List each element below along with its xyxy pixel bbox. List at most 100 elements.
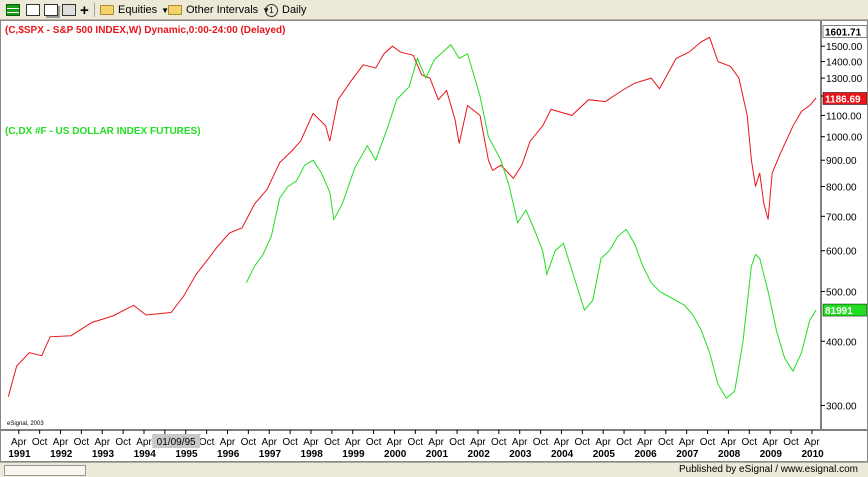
cursor-date-label: 01/09/95 (157, 437, 196, 448)
x-month-label: Apr (512, 437, 528, 448)
scroll-tab[interactable] (4, 465, 86, 476)
intervals-label: Other Intervals (186, 4, 259, 16)
x-month-label: Oct (658, 437, 674, 448)
published-label: Published by eSignal / www.esignal.com (679, 464, 858, 475)
x-month-label: Apr (11, 437, 27, 448)
price-badge-text: 1601.71 (825, 28, 862, 39)
x-year-label: 2000 (384, 449, 407, 460)
x-year-label: 2007 (676, 449, 699, 460)
x-year-label: 1999 (342, 449, 365, 460)
y-tick-label: 1300.00 (826, 74, 863, 85)
series-line-0 (7, 36, 817, 397)
x-month-label: Oct (366, 437, 382, 448)
x-month-label: Oct (449, 437, 465, 448)
label-layer: (C,$SPX - S&P 500 INDEX,W) Dynamic,0:00-… (5, 25, 868, 448)
x-month-label: Oct (324, 437, 340, 448)
axis-layer: 300.00 400.00 500.00 600.00 700.00 800.00 900.… (1, 21, 867, 460)
y-tick-label: 1500.00 (826, 42, 863, 53)
x-month-label: Apr (470, 437, 486, 448)
chart-icon[interactable] (6, 2, 20, 18)
x-month-label: Oct (408, 437, 424, 448)
folder-icon (100, 5, 114, 15)
equities-label: Equities (118, 4, 158, 16)
x-month-label: Oct (616, 437, 632, 448)
y-tick-label: 1000.00 (826, 133, 863, 144)
x-month-label: Apr (303, 437, 319, 448)
x-month-label: Apr (637, 437, 653, 448)
x-month-label: Apr (428, 437, 444, 448)
intervals-dropdown[interactable]: Other Intervals ▼ (168, 2, 270, 18)
x-month-label: Oct (32, 437, 48, 448)
x-month-label: Oct (742, 437, 758, 448)
x-month-label: Apr (94, 437, 110, 448)
x-year-label: 2010 (801, 449, 824, 460)
y-tick-label: 1400.00 (826, 58, 863, 69)
print-icon[interactable] (62, 2, 76, 18)
x-month-label: Oct (241, 437, 257, 448)
esignal-watermark: eSignal, 2003 (7, 421, 44, 427)
x-year-label: 2005 (593, 449, 616, 460)
save-icon[interactable] (26, 2, 40, 18)
series-layer (7, 36, 817, 399)
x-month-label: Apr (762, 437, 778, 448)
chart-frame: 300.00 400.00 500.00 600.00 700.00 800.00 900.… (0, 20, 868, 462)
caret-down-icon: ▼ (161, 5, 170, 15)
x-month-label: Apr (345, 437, 361, 448)
x-month-label: Oct (74, 437, 90, 448)
series-label-dx: (C,DX #F - US DOLLAR INDEX FUTURES) (5, 126, 201, 137)
x-year-label: 1997 (259, 449, 282, 460)
x-month-label: Apr (554, 437, 570, 448)
status-bar: Published by eSignal / www.esignal.com (0, 462, 868, 477)
x-month-label: Apr (721, 437, 737, 448)
y-tick-label: 600.00 (826, 247, 857, 258)
series-label-spx: (C,$SPX - S&P 500 INDEX,W) Dynamic,0:00-… (5, 25, 285, 36)
x-month-label: Oct (575, 437, 591, 448)
x-month-label: Apr (387, 437, 403, 448)
toolbar-divider (94, 3, 95, 17)
x-month-label: Apr (220, 437, 236, 448)
folder-icon (168, 5, 182, 15)
y-tick-label: 900.00 (826, 156, 857, 167)
x-year-label: 1991 (8, 449, 31, 460)
x-year-label: 1996 (217, 449, 240, 460)
x-year-label: 2009 (760, 449, 783, 460)
x-year-label: 1995 (175, 449, 198, 460)
y-tick-label: 1100.00 (826, 111, 862, 122)
equities-dropdown[interactable]: Equities ▼ (100, 2, 169, 18)
daily-button[interactable]: 1 Daily (265, 2, 306, 18)
x-year-label: 1998 (301, 449, 324, 460)
add-icon[interactable]: + (80, 1, 89, 19)
x-month-label: Apr (679, 437, 695, 448)
x-month-label: Apr (136, 437, 152, 448)
x-month-label: Oct (115, 437, 131, 448)
series-line-1 (245, 43, 817, 399)
x-month-label: Oct (491, 437, 507, 448)
x-month-label: Oct (783, 437, 799, 448)
x-year-label: 2004 (551, 449, 574, 460)
clock-icon: 1 (265, 3, 278, 17)
price-badge-text: 1186.69 (825, 94, 861, 105)
chart-svg[interactable]: 300.00 400.00 500.00 600.00 700.00 800.00 900.… (1, 21, 868, 461)
y-tick-label: 400.00 (826, 337, 857, 348)
cursor-date-box (152, 434, 201, 448)
daily-label: Daily (282, 4, 307, 16)
y-tick-label: 800.00 (826, 183, 857, 194)
x-year-label: 1992 (50, 449, 73, 460)
x-year-label: 2001 (426, 449, 449, 460)
x-year-label: 2002 (468, 449, 491, 460)
x-year-label: 2003 (509, 449, 532, 460)
x-month-label: Apr (804, 437, 820, 448)
y-tick-label: 300.00 (826, 401, 857, 412)
price-badge-text: 81991 (825, 306, 853, 317)
x-month-label: Oct (700, 437, 716, 448)
x-month-label: Oct (199, 437, 215, 448)
x-month-label: Oct (282, 437, 298, 448)
x-year-label: 2006 (634, 449, 657, 460)
x-month-label: Oct (533, 437, 549, 448)
toolbar: + Equities ▼ Other Intervals ▼ 1 Daily (0, 0, 868, 20)
copy-icon[interactable] (44, 2, 58, 18)
x-month-label: Apr (53, 437, 69, 448)
x-year-label: 1993 (92, 449, 115, 460)
y-tick-label: 700.00 (826, 212, 857, 223)
x-year-label: 2008 (718, 449, 741, 460)
